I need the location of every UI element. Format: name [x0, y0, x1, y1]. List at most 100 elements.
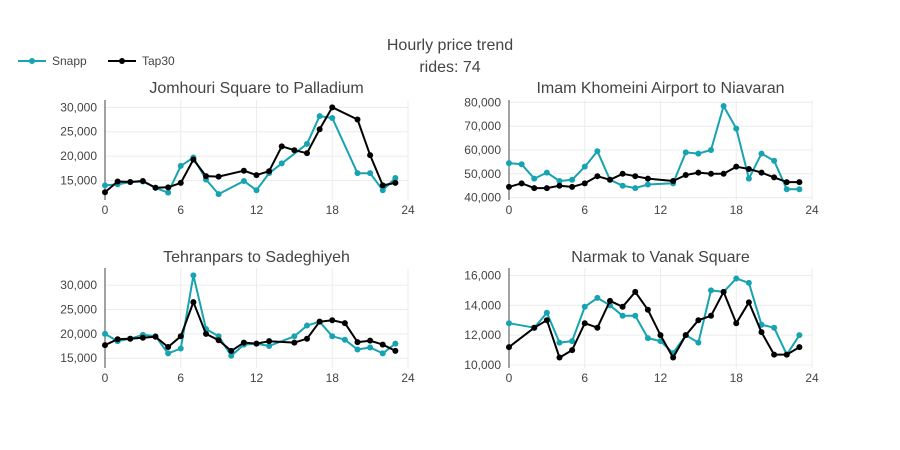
data-point[interactable] — [379, 187, 386, 194]
data-point[interactable] — [165, 350, 172, 357]
data-point[interactable] — [745, 279, 752, 286]
data-point[interactable] — [291, 147, 298, 154]
data-point[interactable] — [783, 179, 790, 186]
data-point[interactable] — [543, 317, 550, 324]
data-point[interactable] — [114, 336, 121, 343]
data-point[interactable] — [543, 309, 550, 316]
data-point[interactable] — [379, 182, 386, 189]
data-point[interactable] — [543, 185, 550, 192]
data-point[interactable] — [329, 317, 336, 324]
data-point[interactable] — [569, 347, 576, 354]
data-point[interactable] — [581, 320, 588, 327]
data-point[interactable] — [771, 174, 778, 181]
data-point[interactable] — [556, 354, 563, 361]
data-point[interactable] — [152, 333, 159, 340]
data-point[interactable] — [796, 332, 803, 339]
data-point[interactable] — [682, 172, 689, 178]
data-point[interactable] — [354, 170, 361, 177]
data-point[interactable] — [796, 186, 803, 193]
data-point[interactable] — [783, 351, 790, 358]
data-point[interactable] — [253, 187, 260, 194]
data-point[interactable] — [139, 177, 146, 184]
data-point[interactable] — [695, 169, 702, 176]
data-point[interactable] — [758, 169, 765, 176]
data-point[interactable] — [594, 294, 601, 301]
data-point[interactable] — [341, 320, 348, 327]
data-point[interactable] — [278, 160, 285, 167]
data-point[interactable] — [165, 184, 172, 191]
data-point[interactable] — [594, 173, 601, 180]
data-point[interactable] — [506, 160, 512, 167]
data-point[interactable] — [581, 180, 588, 187]
data-point[interactable] — [720, 288, 727, 295]
data-point[interactable] — [695, 339, 702, 346]
data-point[interactable] — [266, 168, 273, 175]
data-point[interactable] — [354, 116, 361, 123]
data-point[interactable] — [190, 272, 197, 279]
data-point[interactable] — [708, 170, 714, 177]
data-point[interactable] — [177, 162, 184, 169]
data-point[interactable] — [304, 140, 310, 147]
legend-item-snapp[interactable]: Snapp — [18, 54, 87, 68]
data-point[interactable] — [266, 343, 273, 350]
data-point[interactable] — [670, 177, 677, 184]
data-point[interactable] — [367, 152, 374, 159]
data-point[interactable] — [506, 320, 512, 327]
data-point[interactable] — [379, 350, 386, 357]
data-point[interactable] — [392, 179, 399, 186]
data-point[interactable] — [644, 306, 651, 313]
data-point[interactable] — [695, 150, 702, 157]
data-point[interactable] — [556, 182, 563, 189]
data-point[interactable] — [556, 177, 563, 184]
data-point[interactable] — [569, 183, 576, 190]
data-point[interactable] — [228, 347, 235, 354]
data-point[interactable] — [708, 147, 714, 153]
data-point[interactable] — [253, 340, 260, 347]
data-point[interactable] — [304, 150, 310, 157]
data-point[interactable] — [745, 166, 752, 173]
data-point[interactable] — [531, 324, 538, 331]
data-point[interactable] — [695, 317, 702, 324]
data-point[interactable] — [165, 344, 172, 351]
data-point[interactable] — [733, 125, 740, 132]
data-point[interactable] — [127, 335, 134, 342]
data-point[interactable] — [102, 189, 108, 196]
data-point[interactable] — [379, 341, 386, 348]
data-point[interactable] — [392, 175, 399, 182]
data-point[interactable] — [266, 338, 273, 345]
data-point[interactable] — [708, 287, 714, 294]
data-point[interactable] — [619, 303, 626, 310]
data-point[interactable] — [644, 181, 651, 188]
data-point[interactable] — [291, 339, 298, 346]
data-point[interactable] — [392, 340, 399, 347]
data-point[interactable] — [240, 339, 247, 346]
data-point[interactable] — [581, 303, 588, 310]
data-point[interactable] — [720, 170, 727, 177]
data-point[interactable] — [796, 344, 803, 351]
data-point[interactable] — [102, 330, 108, 337]
data-point[interactable] — [215, 191, 222, 198]
data-point[interactable] — [632, 288, 639, 295]
data-point[interactable] — [127, 178, 134, 185]
data-point[interactable] — [733, 320, 740, 327]
data-point[interactable] — [682, 332, 689, 339]
data-point[interactable] — [657, 332, 664, 339]
data-point[interactable] — [771, 157, 778, 164]
data-point[interactable] — [152, 184, 159, 191]
data-point[interactable] — [594, 148, 601, 155]
data-point[interactable] — [329, 115, 336, 122]
data-point[interactable] — [771, 351, 778, 358]
data-point[interactable] — [253, 172, 260, 179]
data-point[interactable] — [594, 324, 601, 331]
data-point[interactable] — [316, 113, 323, 120]
data-point[interactable] — [506, 344, 512, 351]
data-point[interactable] — [543, 169, 550, 176]
data-point[interactable] — [114, 178, 121, 185]
legend-item-tap30[interactable]: Tap30 — [108, 54, 175, 68]
data-point[interactable] — [682, 149, 689, 156]
data-point[interactable] — [733, 163, 740, 170]
data-point[interactable] — [215, 173, 222, 180]
data-point[interactable] — [304, 322, 310, 329]
data-point[interactable] — [215, 337, 222, 344]
data-point[interactable] — [240, 167, 247, 174]
